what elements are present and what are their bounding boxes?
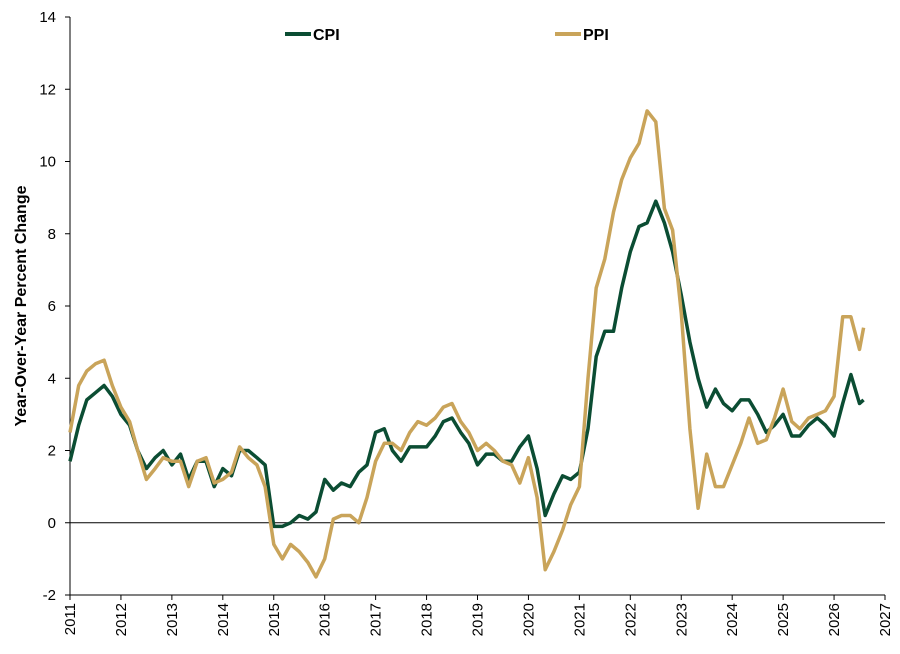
x-tick-label: 2011 — [62, 603, 79, 635]
x-tick-label: 2012 — [113, 603, 130, 636]
y-tick-label: 8 — [48, 226, 56, 243]
series-line — [68, 109, 866, 579]
x-tick-label: 2025 — [775, 603, 792, 636]
x-tick-label: 2023 — [673, 603, 690, 636]
x-tick-label: 2013 — [164, 603, 181, 636]
legend-label: PPI — [583, 27, 609, 44]
x-tick-label: 2016 — [317, 603, 334, 636]
x-tick-label: 2027 — [877, 603, 894, 636]
x-tick-label: 2017 — [368, 603, 385, 636]
legend-label: CPI — [313, 27, 340, 44]
y-tick-label: 10 — [39, 154, 56, 171]
y-tick-label: 0 — [48, 515, 56, 532]
y-tick-label: 2 — [48, 443, 56, 460]
y-tick-label: 4 — [48, 370, 56, 387]
x-tick-label: 2022 — [622, 603, 639, 636]
x-tick-label: 2018 — [419, 603, 436, 636]
x-tick-label: 2019 — [470, 603, 487, 636]
x-tick-label: 2024 — [724, 603, 741, 636]
x-tick-label: 2020 — [520, 603, 537, 636]
x-tick-label: 2014 — [215, 603, 232, 636]
y-tick-label: 14 — [39, 9, 56, 26]
x-tick-label: 2026 — [826, 603, 843, 636]
series-line — [68, 199, 865, 529]
y-tick-label: 6 — [48, 298, 56, 315]
y-tick-label: 12 — [39, 81, 56, 98]
x-tick-label: 2021 — [571, 603, 588, 636]
y-tick-label: -2 — [43, 587, 56, 604]
y-axis-label: Year-Over-Year Percent Change — [13, 185, 30, 426]
x-tick-label: 2015 — [266, 603, 283, 636]
